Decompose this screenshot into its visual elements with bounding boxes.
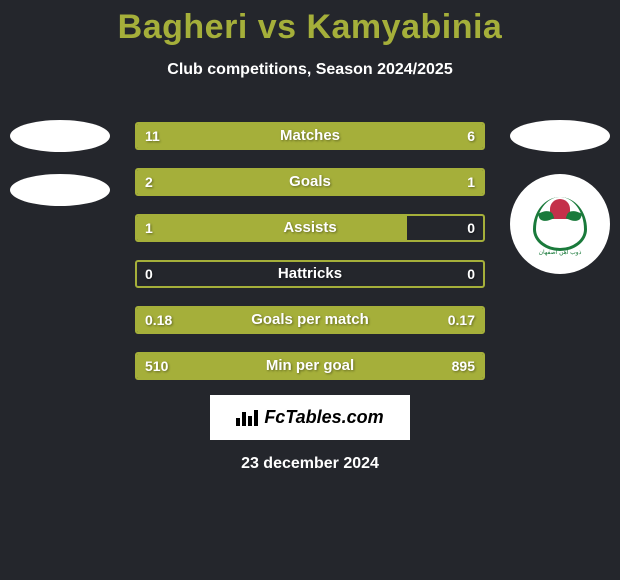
stat-right-value: 895 (452, 354, 475, 378)
placeholder-ellipse (10, 174, 110, 206)
team-logo: ذوب آهن اصفهان (510, 174, 610, 274)
placeholder-ellipse (10, 120, 110, 152)
branding-text: FcTables.com (264, 407, 383, 428)
page-subtitle: Club competitions, Season 2024/2025 (0, 61, 620, 79)
stat-row: 510Min per goal895 (135, 352, 485, 380)
stat-row: 0Hattricks0 (135, 260, 485, 288)
chart-icon (236, 410, 258, 426)
right-player-badges: ذوب آهن اصفهان (510, 120, 610, 274)
footer-date: 23 december 2024 (0, 455, 620, 473)
stat-row: 1Assists0 (135, 214, 485, 242)
stat-label: Matches (137, 124, 483, 148)
stat-right-value: 0.17 (448, 308, 475, 332)
stat-row: 2Goals1 (135, 168, 485, 196)
stat-right-value: 6 (467, 124, 475, 148)
stat-row: 0.18Goals per match0.17 (135, 306, 485, 334)
left-player-badges (10, 120, 110, 228)
stat-row: 11Matches6 (135, 122, 485, 150)
page-title: Bagheri vs Kamyabinia (0, 0, 620, 47)
comparison-bars: 11Matches62Goals11Assists00Hattricks00.1… (135, 122, 485, 398)
stat-label: Min per goal (137, 354, 483, 378)
stat-label: Goals per match (137, 308, 483, 332)
stat-label: Goals (137, 170, 483, 194)
stat-label: Hattricks (137, 262, 483, 286)
stat-right-value: 0 (467, 262, 475, 286)
placeholder-ellipse (510, 120, 610, 152)
stat-label: Assists (137, 216, 483, 240)
branding-box: FcTables.com (210, 395, 410, 440)
stat-right-value: 0 (467, 216, 475, 240)
stat-right-value: 1 (467, 170, 475, 194)
